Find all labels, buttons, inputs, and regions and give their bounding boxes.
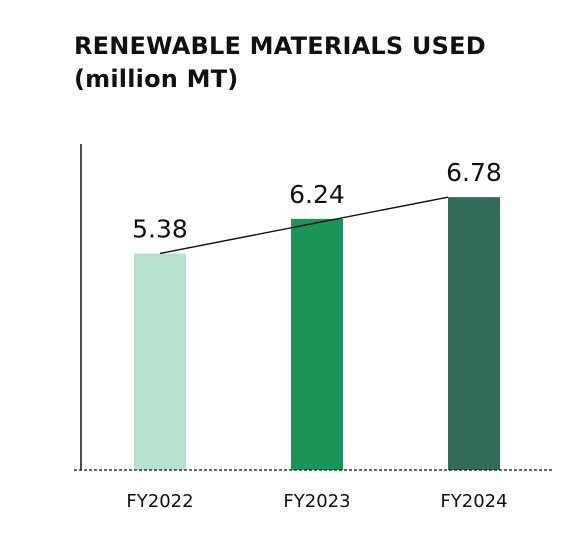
- x-tick-label-fy2024: FY2024: [440, 491, 507, 512]
- bars-group: [134, 197, 500, 471]
- value-label-fy2022: 5.38: [132, 214, 188, 243]
- bar-fy2023: [291, 218, 343, 470]
- chart-title-line-1: RENEWABLE MATERIALS USED: [74, 32, 486, 60]
- bar-fy2024: [448, 197, 500, 471]
- value-labels-group: 5.38 6.24 6.78: [132, 158, 502, 243]
- x-tick-label-fy2022: FY2022: [126, 491, 193, 512]
- chart-title-line-2: (million MT): [74, 65, 239, 93]
- value-label-fy2023: 6.24: [289, 180, 345, 209]
- x-tick-label-fy2023: FY2023: [283, 491, 350, 512]
- bar-fy2022: [134, 253, 186, 470]
- value-label-fy2024: 6.78: [446, 158, 502, 187]
- trend-line: [159, 196, 449, 255]
- tick-labels-group: FY2022 FY2023 FY2024: [126, 491, 507, 512]
- chart-title: RENEWABLE MATERIALS USED (million MT): [74, 30, 486, 96]
